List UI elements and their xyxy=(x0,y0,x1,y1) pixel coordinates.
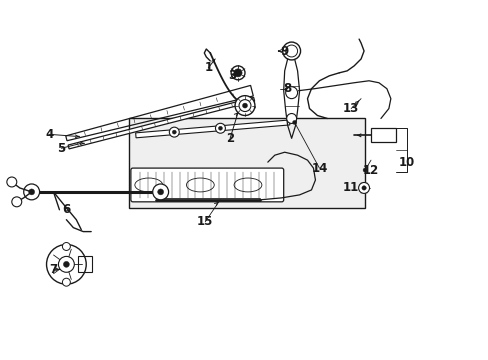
Text: 6: 6 xyxy=(62,203,70,216)
Circle shape xyxy=(285,45,297,57)
Text: 7: 7 xyxy=(49,263,58,276)
Text: 13: 13 xyxy=(343,102,359,115)
Bar xyxy=(78,256,92,272)
Text: 14: 14 xyxy=(310,162,327,175)
Text: 12: 12 xyxy=(362,163,378,176)
Circle shape xyxy=(286,113,296,123)
Circle shape xyxy=(239,100,250,112)
Bar xyxy=(370,129,395,142)
Text: 9: 9 xyxy=(280,45,288,58)
Polygon shape xyxy=(68,98,254,149)
Text: 11: 11 xyxy=(343,181,359,194)
Text: 2: 2 xyxy=(225,132,234,145)
Circle shape xyxy=(169,127,179,137)
Circle shape xyxy=(285,87,297,99)
Circle shape xyxy=(24,184,40,200)
Circle shape xyxy=(62,243,70,251)
Circle shape xyxy=(29,189,35,195)
Text: 8: 8 xyxy=(283,82,291,95)
Circle shape xyxy=(218,126,222,130)
Circle shape xyxy=(215,123,225,133)
Circle shape xyxy=(63,261,69,267)
Circle shape xyxy=(234,69,242,77)
Text: 4: 4 xyxy=(45,128,54,141)
Text: 5: 5 xyxy=(57,142,65,155)
Circle shape xyxy=(282,42,300,60)
Circle shape xyxy=(12,197,21,207)
Circle shape xyxy=(362,168,366,172)
Circle shape xyxy=(7,177,17,187)
Circle shape xyxy=(62,278,70,286)
Circle shape xyxy=(152,184,168,200)
Circle shape xyxy=(157,189,163,195)
Circle shape xyxy=(361,186,366,190)
Text: 3: 3 xyxy=(227,69,236,82)
Text: 1: 1 xyxy=(204,61,212,75)
Text: 15: 15 xyxy=(197,215,213,228)
Circle shape xyxy=(292,121,296,125)
Circle shape xyxy=(231,66,244,80)
Circle shape xyxy=(172,130,176,134)
Circle shape xyxy=(235,96,254,116)
Circle shape xyxy=(46,244,86,284)
Circle shape xyxy=(242,103,247,108)
Circle shape xyxy=(358,183,369,193)
FancyBboxPatch shape xyxy=(131,168,283,202)
Polygon shape xyxy=(135,120,289,138)
Text: 10: 10 xyxy=(398,156,414,168)
Circle shape xyxy=(59,256,74,272)
Bar xyxy=(129,118,365,208)
